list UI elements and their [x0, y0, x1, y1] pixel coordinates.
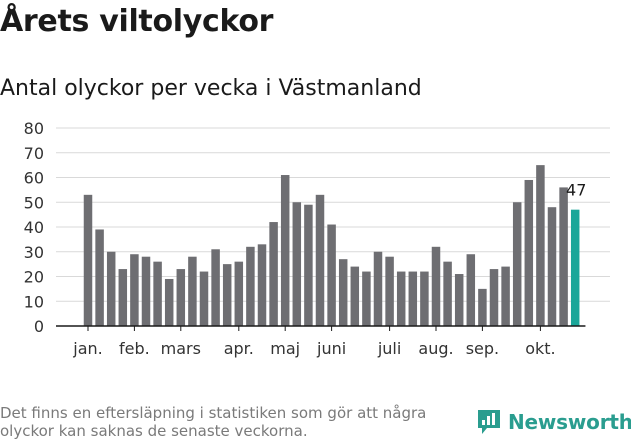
y-tick-label: 20	[24, 268, 44, 287]
bar	[524, 179, 534, 326]
bar	[454, 274, 464, 326]
bar	[443, 261, 452, 326]
bar	[327, 224, 336, 326]
brand-name: Newsworthy	[508, 410, 631, 434]
y-tick-label: 30	[24, 243, 44, 262]
bar	[164, 278, 174, 326]
bar	[431, 246, 441, 326]
bar	[176, 269, 186, 326]
x-tick-label: sep.	[466, 339, 499, 358]
bar	[130, 254, 139, 326]
y-tick-label: 70	[24, 144, 44, 163]
bar	[141, 256, 151, 326]
bar	[362, 271, 371, 326]
bar	[478, 288, 487, 326]
bar	[315, 194, 325, 326]
bar	[350, 266, 360, 326]
newsworthy-logo-icon	[478, 410, 500, 434]
data-label-current-week: 47	[566, 181, 586, 200]
bar	[373, 251, 383, 326]
bar	[211, 249, 220, 326]
bar	[547, 207, 557, 326]
bar	[118, 269, 128, 326]
bar	[199, 271, 209, 326]
bar	[153, 261, 162, 326]
bar	[489, 269, 499, 326]
x-tick-label: juni	[316, 339, 346, 358]
bar	[95, 229, 104, 326]
x-tick-label: feb.	[119, 339, 150, 358]
bar	[396, 271, 406, 326]
bar	[338, 259, 348, 326]
chart-subtitle: Antal olyckor per vecka i Västmanland	[0, 76, 422, 101]
newsworthy-logo[interactable]: Newsworthy	[476, 408, 631, 436]
x-tick-label: jan.	[72, 339, 102, 358]
bar-chart: 0 10 20 30 40 50 60 70 80 jan. feb. mars apr. maj juni…	[24, 119, 610, 358]
y-tick-label: 50	[24, 193, 44, 212]
footnote: Det finns en eftersläpning i statistiken…	[0, 404, 427, 440]
x-tick-label: juli	[377, 339, 401, 358]
bar	[536, 165, 545, 326]
bar	[246, 246, 255, 326]
bar	[292, 202, 302, 326]
bar-current-week	[570, 209, 580, 326]
bar	[408, 271, 418, 326]
x-tick-label: apr.	[224, 339, 254, 358]
bar	[304, 204, 313, 326]
bar	[385, 256, 394, 326]
bar	[466, 254, 476, 326]
bar	[188, 256, 197, 326]
y-tick-label: 80	[24, 119, 44, 138]
bar	[280, 175, 290, 326]
x-tick-label: okt.	[525, 339, 555, 358]
bar	[83, 194, 93, 326]
bar	[512, 202, 522, 326]
x-tick-label: maj	[270, 339, 300, 358]
y-tick-label: 10	[24, 292, 44, 311]
y-tick-label: 0	[34, 317, 44, 336]
y-tick-label: 60	[24, 169, 44, 188]
chart-title: Årets viltolyckor	[0, 4, 274, 39]
bar	[559, 187, 568, 326]
bar	[420, 271, 429, 326]
x-tick-label: aug.	[418, 339, 453, 358]
x-tick-label: mars	[161, 339, 201, 358]
bar	[106, 251, 116, 326]
bar	[234, 261, 244, 326]
bar	[269, 222, 278, 326]
bar	[501, 266, 510, 326]
bar	[222, 264, 232, 326]
y-tick-label: 40	[24, 218, 44, 237]
bar	[257, 244, 267, 326]
